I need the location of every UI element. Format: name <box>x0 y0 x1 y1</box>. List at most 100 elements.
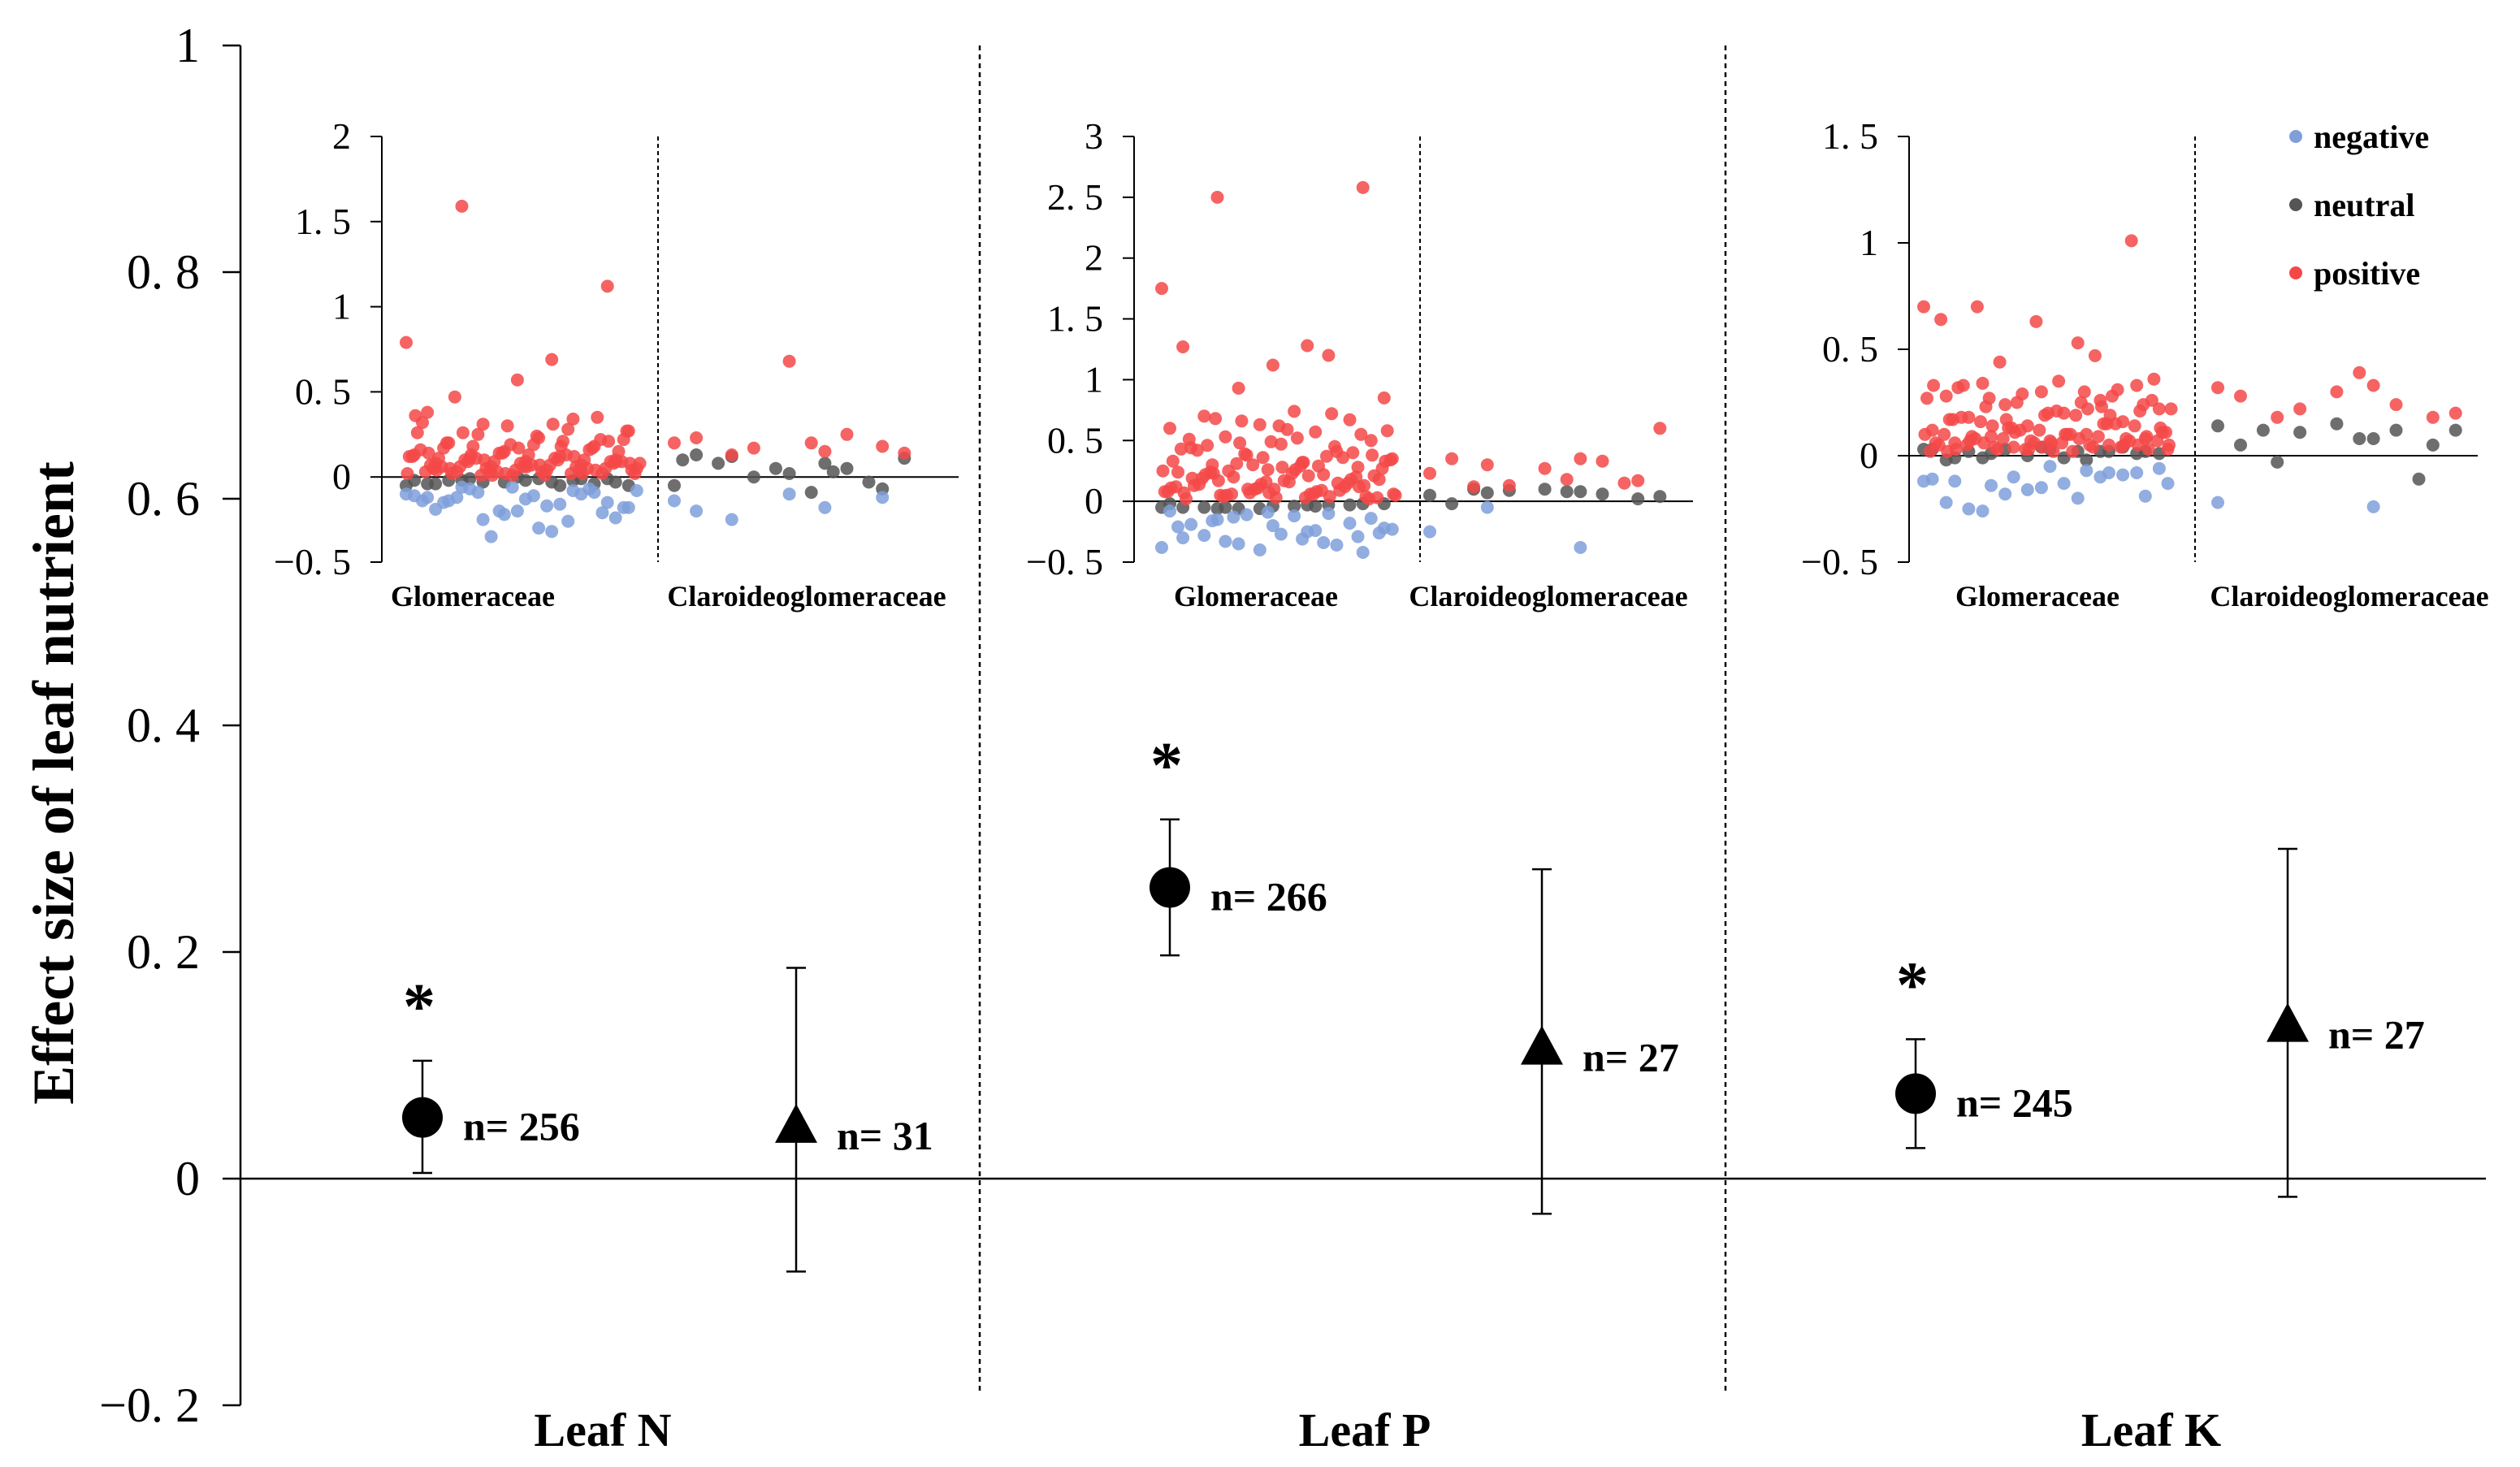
inset-dot-negative <box>1171 520 1184 534</box>
inset-dot-negative <box>782 487 796 501</box>
inset-dot-positive <box>782 354 796 368</box>
inset-dot-positive <box>2128 419 2141 433</box>
legend: negative neutral positive <box>2289 119 2429 292</box>
inset-dot-negative <box>725 513 738 526</box>
inset-dot-neutral <box>2293 426 2307 439</box>
inset-dot-positive <box>1991 443 2005 457</box>
inset-y-tick-label: −0. 5 <box>1026 541 1103 582</box>
inset-dot-negative <box>690 504 704 518</box>
inset-dot-neutral <box>1219 500 1232 514</box>
inset-dot-neutral <box>1560 485 1574 499</box>
inset-dot-positive <box>1920 392 1933 405</box>
inset-dot-neutral <box>2366 432 2380 445</box>
inset-dot-positive <box>2211 381 2224 395</box>
legend-label-negative: negative <box>2314 119 2429 155</box>
y-tick-label: 1 <box>175 19 200 72</box>
inset-dot-negative <box>1480 500 1494 514</box>
inset-dot-positive <box>2033 423 2046 437</box>
inset-dot-negative <box>2020 483 2034 496</box>
inset-dot-negative <box>1266 519 1279 533</box>
inset-dot-negative <box>526 489 540 503</box>
inset-dot-positive <box>421 405 435 419</box>
inset-dot-positive <box>1939 389 1953 403</box>
panel-label: Leaf K <box>2081 1404 2221 1456</box>
inset-dot-neutral <box>690 448 704 461</box>
inset-dot-negative <box>2034 481 2048 495</box>
inset-dot-neutral <box>2271 455 2284 469</box>
inset-dot-positive <box>2029 314 2043 328</box>
inset-dot-neutral <box>747 470 760 484</box>
inset-dot-positive <box>1312 459 1325 473</box>
inset-dot-negative <box>450 491 464 504</box>
significance-star: * <box>403 972 435 1043</box>
inset-dot-positive <box>1280 422 1294 436</box>
inset-dot-positive <box>1596 454 1609 468</box>
inset-dot-negative <box>2057 477 2071 491</box>
inset-dot-positive <box>1320 449 1333 463</box>
inset-dot-positive <box>2007 440 2020 454</box>
inset-dot-positive <box>1174 442 1188 456</box>
inset-dot-positive <box>1232 381 1245 395</box>
inset-dot-negative <box>1985 478 1998 492</box>
inset-dot-positive <box>1288 405 1301 418</box>
inset-dot-positive <box>1185 471 1199 485</box>
inset-dot-positive <box>1653 422 1667 435</box>
inset-dot-neutral <box>1480 486 1494 500</box>
inset-dot-positive <box>2353 366 2366 379</box>
inset-dot-positive <box>1336 451 1349 465</box>
inset-dot-neutral <box>668 478 681 492</box>
legend-dot-negative <box>2289 130 2302 143</box>
inset-dot-positive <box>1323 490 1336 504</box>
mean-marker-circle <box>1895 1073 1936 1114</box>
inset-dot-positive <box>2077 385 2091 399</box>
inset-dot-positive <box>1241 483 1255 496</box>
inset-dot-positive <box>1351 461 1365 474</box>
inset-dot-neutral <box>782 467 796 480</box>
inset-dot-positive <box>1996 432 2010 445</box>
significance-star: * <box>1896 950 1929 1021</box>
inset-dot-positive <box>1264 435 1278 448</box>
inset-dot-positive <box>2066 444 2080 458</box>
inset-dot-neutral <box>1574 485 1587 499</box>
inset-y-tick-label: 0. 5 <box>1822 328 1878 370</box>
inset-dot-negative <box>2071 491 2085 505</box>
inset-dot-positive <box>2069 409 2083 422</box>
inset-dot-negative <box>630 484 643 497</box>
inset-y-tick-label: 0 <box>332 456 351 497</box>
inset-dot-positive <box>2050 405 2063 418</box>
inset-dot-positive <box>586 441 600 455</box>
inset-dot-positive <box>2330 385 2344 399</box>
inset-dot-negative <box>2138 489 2152 503</box>
inset-y-tick-label: 0. 5 <box>1047 419 1103 461</box>
inset-dot-neutral <box>518 474 532 487</box>
legend-label-positive: positive <box>2314 255 2420 292</box>
inset-dot-neutral <box>804 486 818 500</box>
inset-dot-positive <box>1999 413 2013 426</box>
inset-leaf-p: −0. 5 0 0. 5 1 1. 5 2 2. 5 3 Glomeraceae Claroide… <box>1026 115 1693 612</box>
inset-dot-neutral <box>2353 432 2366 445</box>
inset-dot-positive <box>1370 491 1384 504</box>
inset-dot-positive <box>1982 392 1996 405</box>
inset-dot-positive <box>2072 432 2086 445</box>
inset-dot-neutral <box>826 465 840 478</box>
inset-leaf-n: −0. 5 0 0. 5 1 1. 5 2 Glomeraceae Claroideoglom… <box>274 115 959 612</box>
sample-size-label: n= 31 <box>837 1113 933 1158</box>
inset-dot-neutral <box>553 478 567 492</box>
inset-y-tick-label: 1 <box>332 286 351 327</box>
inset-dot-positive <box>2154 421 2167 435</box>
mean-marker-circle <box>1150 867 1190 908</box>
inset-dot-positive <box>1934 313 1948 327</box>
insets: −0. 5 0 0. 5 1 1. 5 2 Glomeraceae Claroideoglom… <box>274 115 2489 612</box>
inset-dot-positive <box>1274 437 1288 451</box>
inset-dot-positive <box>1164 481 1178 495</box>
y-tick-label: 0 <box>175 1152 200 1205</box>
inset-dot-positive <box>1301 339 1314 353</box>
inset-dot-neutral <box>1343 498 1357 512</box>
inset-dot-positive <box>2103 409 2117 422</box>
inset-dot-negative <box>1253 543 1266 556</box>
inset-dot-positive <box>1951 381 1965 395</box>
inset-dot-neutral <box>2234 438 2247 452</box>
inset-y-tick-label: 0 <box>1085 480 1103 521</box>
inset-dot-positive <box>2095 400 2108 413</box>
inset-dot-positive <box>1246 458 1260 472</box>
